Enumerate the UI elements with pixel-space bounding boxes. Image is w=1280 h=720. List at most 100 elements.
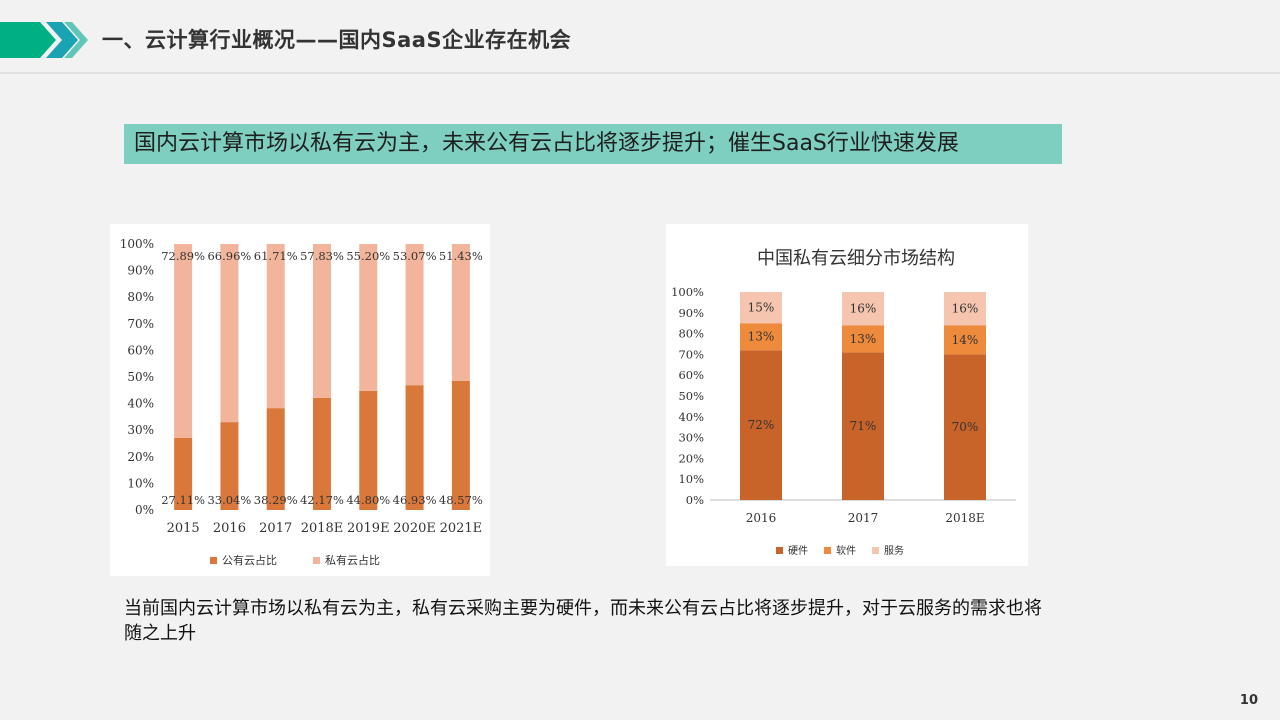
- x-tick-label: 2018E: [301, 521, 344, 536]
- data-label: 38.29%: [254, 493, 298, 507]
- page-title: 一、云计算行业概况——国内SaaS企业存在机会: [102, 28, 572, 52]
- bar-segment: [842, 292, 884, 326]
- bar-segment: [451, 380, 470, 510]
- bar-segment: [313, 244, 331, 398]
- y-tick-label: 60%: [127, 343, 154, 357]
- headline-banner: 国内云计算市场以私有云为主，未来公有云占比将逐步提升；催生SaaS行业快速发展: [124, 124, 1062, 164]
- data-label: 16%: [952, 302, 979, 316]
- data-label: 55.20%: [346, 249, 390, 263]
- data-label: 13%: [748, 330, 775, 344]
- data-label: 16%: [850, 302, 877, 316]
- data-label: 44.80%: [346, 493, 390, 507]
- x-tick-label: 2018E: [945, 511, 984, 525]
- data-label: 46.93%: [393, 493, 437, 507]
- bar-segment: [359, 244, 378, 391]
- data-label: 72.89%: [161, 249, 205, 263]
- public-private-cloud-share-chart: 0% 10% 20% 30% 40% 50% 60% 70% 80% 90% 100% 27.11% 7…: [110, 224, 490, 576]
- legend-swatch: [210, 557, 217, 564]
- private-cloud-segment-chart: 中国私有云细分市场结构 0% 10% 20% 30% 40% 50% 60% 70% 80% 90%…: [666, 224, 1028, 566]
- data-label: 15%: [748, 301, 775, 315]
- y-tick-label: 80%: [127, 290, 154, 304]
- header-divider: [0, 72, 1280, 74]
- chart-2-svg: 中国私有云细分市场结构 0% 10% 20% 30% 40% 50% 60% 70% 80% 90%…: [671, 248, 1016, 557]
- data-label: 53.07%: [393, 249, 437, 263]
- bar-segment: [266, 244, 285, 409]
- bar-segment: [359, 390, 378, 510]
- data-label: 33.04%: [207, 493, 251, 507]
- bar-segment: [842, 325, 884, 353]
- data-label: 66.96%: [207, 249, 251, 263]
- x-tick-label: 2020E: [393, 521, 436, 536]
- bar-segment: [313, 397, 331, 510]
- legend-swatch: [872, 547, 879, 554]
- bar-segment: [451, 244, 470, 381]
- data-label: 71%: [850, 419, 877, 433]
- y-tick-label: 10%: [127, 476, 154, 490]
- legend-label: 服务: [884, 544, 904, 557]
- data-label: 14%: [952, 333, 979, 347]
- x-tick-label: 2017: [259, 521, 292, 536]
- y-tick-label: 30%: [127, 423, 154, 437]
- bar-segment: [944, 292, 986, 326]
- y-tick-label: 100%: [671, 285, 704, 299]
- header-chevron-icon: [0, 22, 88, 58]
- x-tick-label: 2021E: [440, 521, 483, 536]
- data-label: 70%: [952, 420, 979, 434]
- legend-label: 软件: [836, 544, 856, 557]
- bar-segment: [220, 244, 239, 423]
- bar-segment: [740, 350, 782, 500]
- y-tick-label: 90%: [678, 306, 704, 320]
- data-label: 51.43%: [439, 249, 483, 263]
- legend-label: 私有云占比: [325, 553, 380, 567]
- bar-segment: [174, 437, 193, 510]
- body-paragraph: 当前国内云计算市场以私有云为主，私有云采购主要为硬件，而未来公有云占比将逐步提升…: [124, 598, 1042, 644]
- y-tick-label: 70%: [678, 347, 704, 361]
- chart-1-svg: 0% 10% 20% 30% 40% 50% 60% 70% 80% 90% 100% 27.11% 7…: [120, 237, 483, 567]
- bar-segment: [405, 244, 424, 386]
- bar-segment: [842, 352, 884, 500]
- legend-swatch: [776, 547, 783, 554]
- bar-segment: [266, 408, 285, 510]
- y-tick-label: 60%: [678, 368, 704, 382]
- y-tick-label: 40%: [127, 397, 154, 411]
- x-tick-label: 2017: [848, 511, 879, 525]
- x-tick-label: 2015: [167, 521, 200, 536]
- data-label: 61.71%: [254, 249, 298, 263]
- chart-title: 中国私有云细分市场结构: [757, 248, 955, 269]
- y-tick-label: 70%: [127, 317, 154, 331]
- legend-swatch: [824, 547, 831, 554]
- legend-swatch: [313, 557, 320, 564]
- legend-label: 公有云占比: [222, 553, 277, 567]
- bar-segment: [944, 354, 986, 500]
- y-tick-label: 100%: [120, 237, 154, 251]
- bar-segment: [405, 385, 424, 510]
- y-tick-label: 90%: [127, 264, 154, 278]
- data-label: 42.17%: [300, 493, 344, 507]
- y-tick-label: 20%: [678, 451, 704, 465]
- data-label: 57.83%: [300, 249, 344, 263]
- data-label: 27.11%: [161, 493, 205, 507]
- x-tick-label: 2019E: [347, 521, 390, 536]
- y-tick-label: 30%: [678, 431, 704, 445]
- y-tick-label: 80%: [678, 327, 704, 341]
- data-label: 72%: [748, 418, 775, 432]
- y-tick-label: 0%: [135, 503, 154, 517]
- legend-label: 硬件: [788, 545, 808, 557]
- y-tick-label: 10%: [678, 472, 704, 486]
- y-tick-label: 40%: [678, 410, 704, 424]
- bar-segment: [944, 325, 986, 355]
- y-tick-label: 50%: [678, 389, 704, 403]
- page-number: 10: [1239, 693, 1258, 708]
- bar-segment: [220, 422, 239, 510]
- x-tick-label: 2016: [213, 521, 246, 536]
- x-tick-label: 2016: [746, 511, 777, 525]
- bar-segment: [174, 244, 193, 438]
- bar-segment: [740, 323, 782, 351]
- y-tick-label: 20%: [127, 450, 154, 464]
- y-tick-label: 0%: [686, 493, 704, 507]
- data-label: 48.57%: [439, 493, 483, 507]
- y-tick-label: 50%: [127, 370, 154, 384]
- bar-segment: [740, 292, 782, 324]
- data-label: 13%: [850, 332, 877, 346]
